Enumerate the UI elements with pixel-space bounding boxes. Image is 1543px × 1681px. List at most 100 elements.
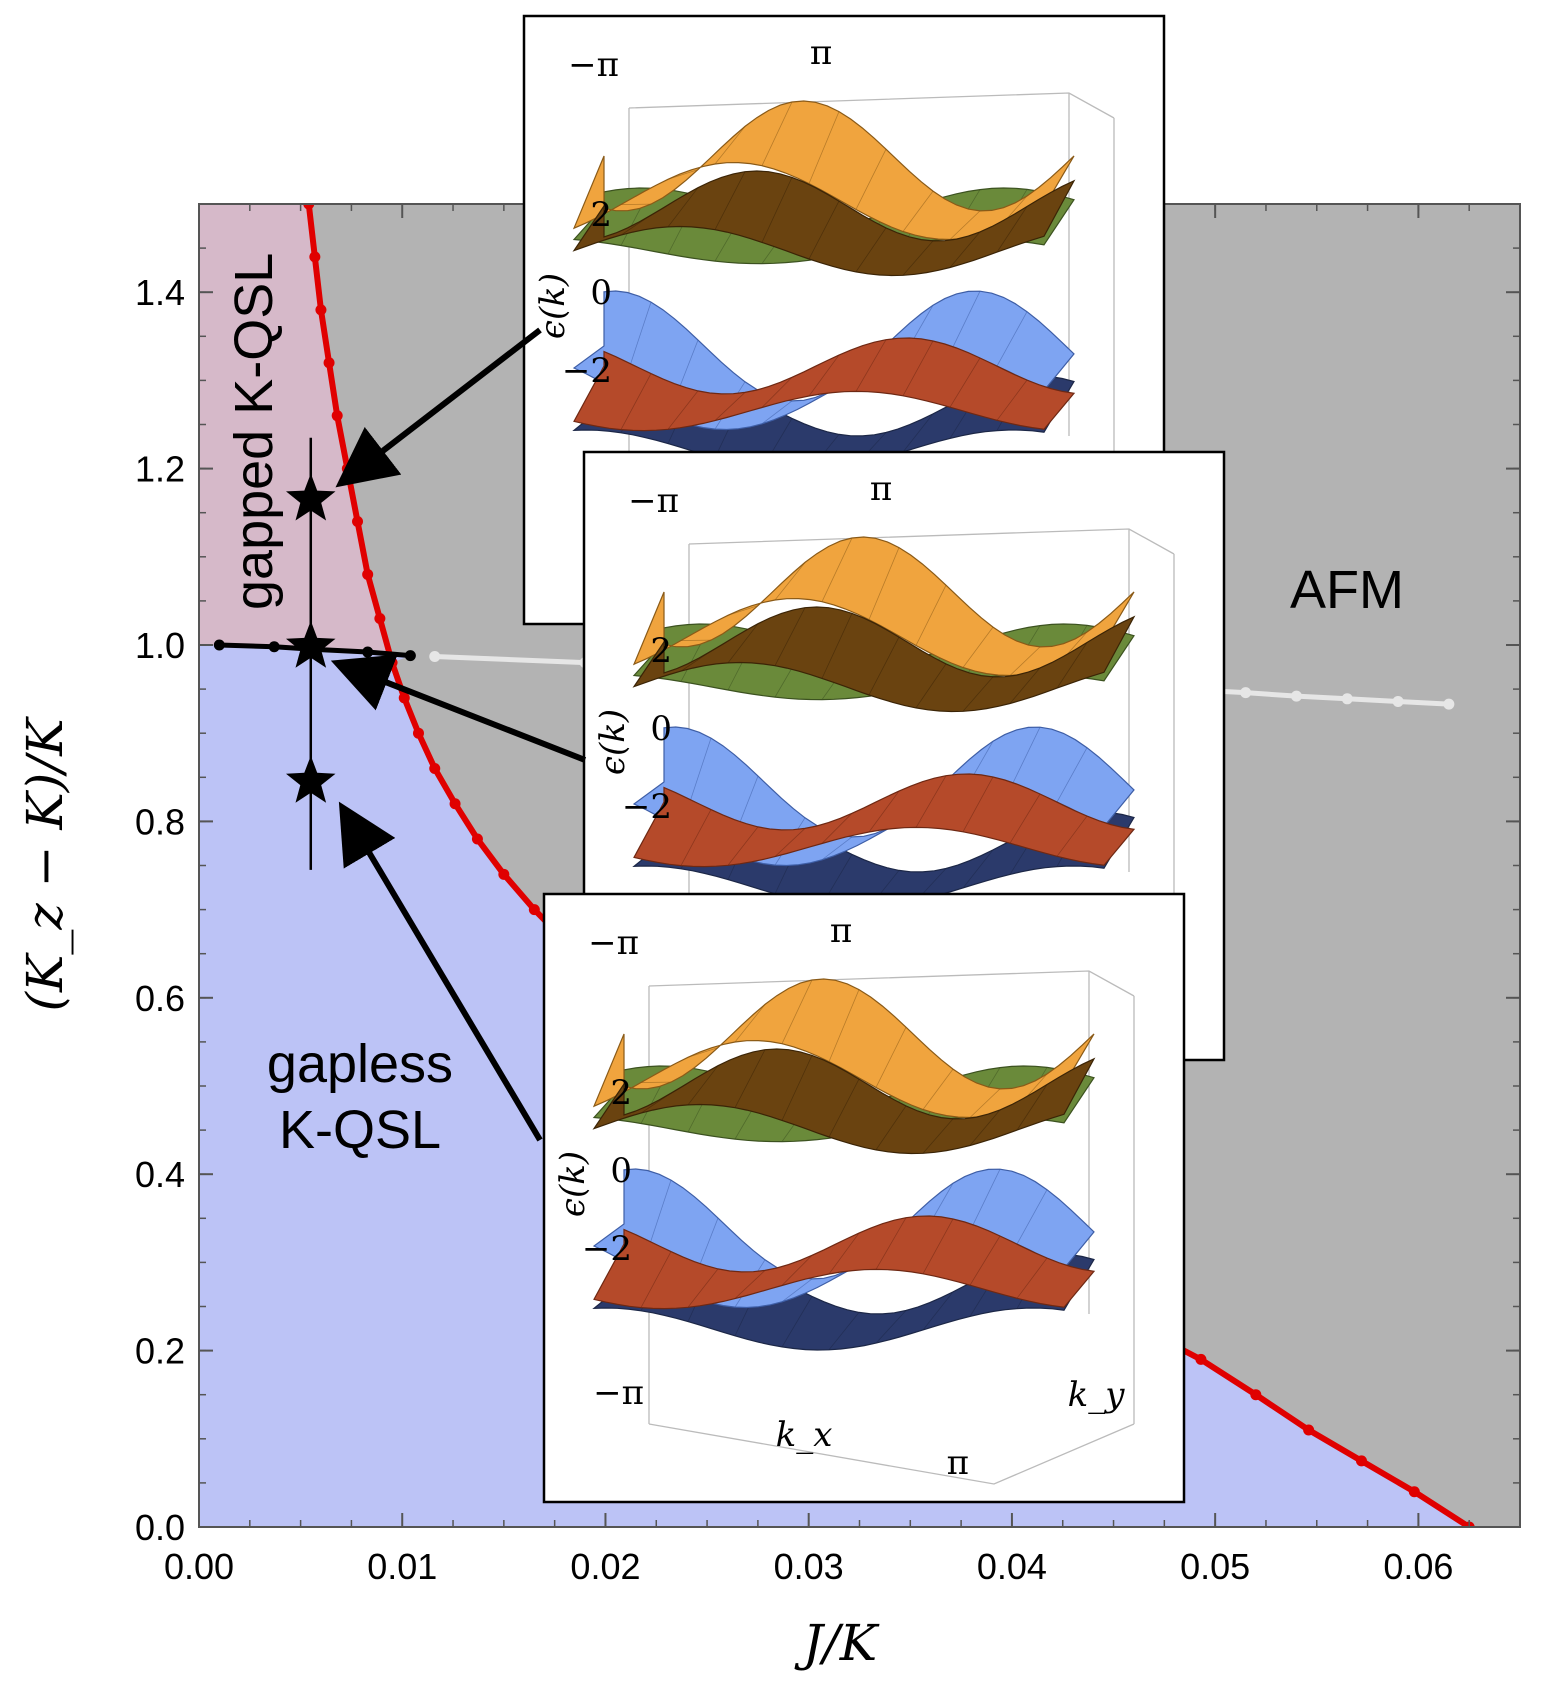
data-point	[213, 639, 225, 651]
data-point	[386, 657, 398, 669]
data-point	[315, 304, 327, 316]
mesh-line	[902, 190, 934, 232]
mesh-line	[962, 626, 994, 668]
data-point	[1290, 690, 1302, 702]
star-marker-1	[286, 620, 336, 668]
mesh-line	[761, 400, 793, 425]
arrow-middle	[330, 654, 587, 763]
band-surface	[572, 170, 1076, 277]
mesh-line	[949, 210, 981, 240]
inset-z-tick: −2	[562, 351, 612, 391]
afm-label: AFM	[1290, 560, 1404, 620]
mesh-line	[620, 373, 652, 430]
x-axis-title: J/K	[794, 1614, 880, 1672]
mesh-line	[902, 240, 934, 276]
data-point	[309, 251, 321, 263]
mesh-line	[727, 605, 759, 616]
x-tick-label: 0.05	[1180, 1546, 1250, 1587]
mesh-line	[1056, 747, 1088, 803]
mesh-line	[875, 1105, 907, 1151]
mesh-line	[781, 1255, 813, 1286]
mesh-line	[915, 585, 947, 646]
gapless-label-line2: K-QSL	[279, 1100, 441, 1160]
mesh-line	[868, 790, 900, 833]
star-marker-0	[286, 473, 336, 521]
mesh-line	[821, 537, 853, 602]
mesh-line	[687, 1268, 719, 1308]
gapless-label-line1: gapless	[267, 1034, 453, 1094]
data-point	[449, 798, 461, 810]
mesh-line	[714, 126, 746, 165]
mesh-line	[922, 1218, 954, 1275]
y-tick-label: 0.8	[135, 801, 185, 842]
mesh-line	[1009, 667, 1041, 704]
mesh-line	[875, 1310, 907, 1344]
mesh-line	[774, 828, 806, 857]
y-axis-title: (K_z − K)/K	[16, 716, 74, 1012]
data-point	[1392, 695, 1404, 707]
data-point	[1341, 693, 1353, 705]
data-point	[498, 868, 510, 880]
inset-y-label: ϵ(k)	[553, 1151, 593, 1217]
mesh-line	[1009, 646, 1041, 676]
ticks-layer: 0.00 0.01 0.02 0.03 0.04 0.05 0.06 0.0 0.2 0.4 0.6…	[135, 204, 1520, 1587]
mesh-line	[781, 979, 813, 1044]
mesh-line	[969, 1109, 1001, 1146]
y-tick-label: 0.6	[135, 978, 185, 1019]
inset-z-tick: 0	[590, 273, 612, 313]
mesh-line	[962, 676, 994, 712]
mesh-line	[922, 1291, 954, 1331]
data-point	[362, 646, 374, 658]
inset-z-tick: 2	[650, 631, 672, 671]
mesh-line	[828, 989, 860, 1062]
data-point	[1240, 687, 1252, 699]
data-point	[1355, 1455, 1367, 1467]
mesh-line	[808, 354, 840, 397]
mesh-line	[828, 1312, 860, 1351]
data-point	[471, 833, 483, 845]
mesh-line	[667, 169, 699, 180]
mesh-line	[902, 340, 934, 397]
mesh-line	[1009, 727, 1041, 790]
mesh-line	[734, 1049, 766, 1108]
inset-z-tick: −2	[622, 787, 672, 827]
data-point	[362, 568, 374, 580]
mesh-line	[902, 413, 934, 453]
mesh-line	[915, 775, 947, 828]
mesh-line	[774, 562, 806, 601]
inset-z-tick: 0	[650, 709, 672, 749]
data-point	[404, 650, 416, 662]
y-tick-label: 0.0	[135, 1507, 185, 1548]
mesh-line	[915, 663, 947, 709]
mesh-line	[667, 390, 699, 430]
mesh-line	[680, 650, 712, 672]
mesh-line	[714, 171, 746, 230]
inset-top-tick-right: π	[810, 33, 832, 73]
mesh-line	[1016, 1084, 1048, 1131]
data-point	[429, 650, 441, 662]
mesh-line	[781, 1296, 813, 1348]
mesh-line	[774, 607, 806, 666]
inset-top-tick-right: π	[830, 911, 852, 951]
mesh-line	[996, 379, 1028, 421]
mesh-line	[868, 547, 900, 620]
arrow-bottom	[338, 801, 543, 1142]
mesh-line	[727, 623, 759, 664]
inset-z-tick: −2	[582, 1229, 632, 1269]
inset-z-tick: 2	[610, 1073, 632, 1113]
x-tick-label: 0.01	[367, 1546, 437, 1587]
data-point	[1443, 698, 1455, 710]
mesh-line	[949, 231, 981, 268]
mesh-line	[761, 101, 793, 166]
mesh-line	[734, 1004, 766, 1043]
data-point	[429, 762, 441, 774]
band-surface	[632, 606, 1136, 713]
mesh-line	[687, 1047, 719, 1058]
inset-bottom-tick-right: π	[947, 1443, 969, 1483]
x-tick-label: 0.03	[774, 1546, 844, 1587]
data-point	[323, 357, 335, 369]
mesh-line	[962, 849, 994, 889]
mesh-line	[808, 111, 840, 184]
mesh-line	[667, 187, 699, 228]
mesh-line	[996, 206, 1028, 253]
